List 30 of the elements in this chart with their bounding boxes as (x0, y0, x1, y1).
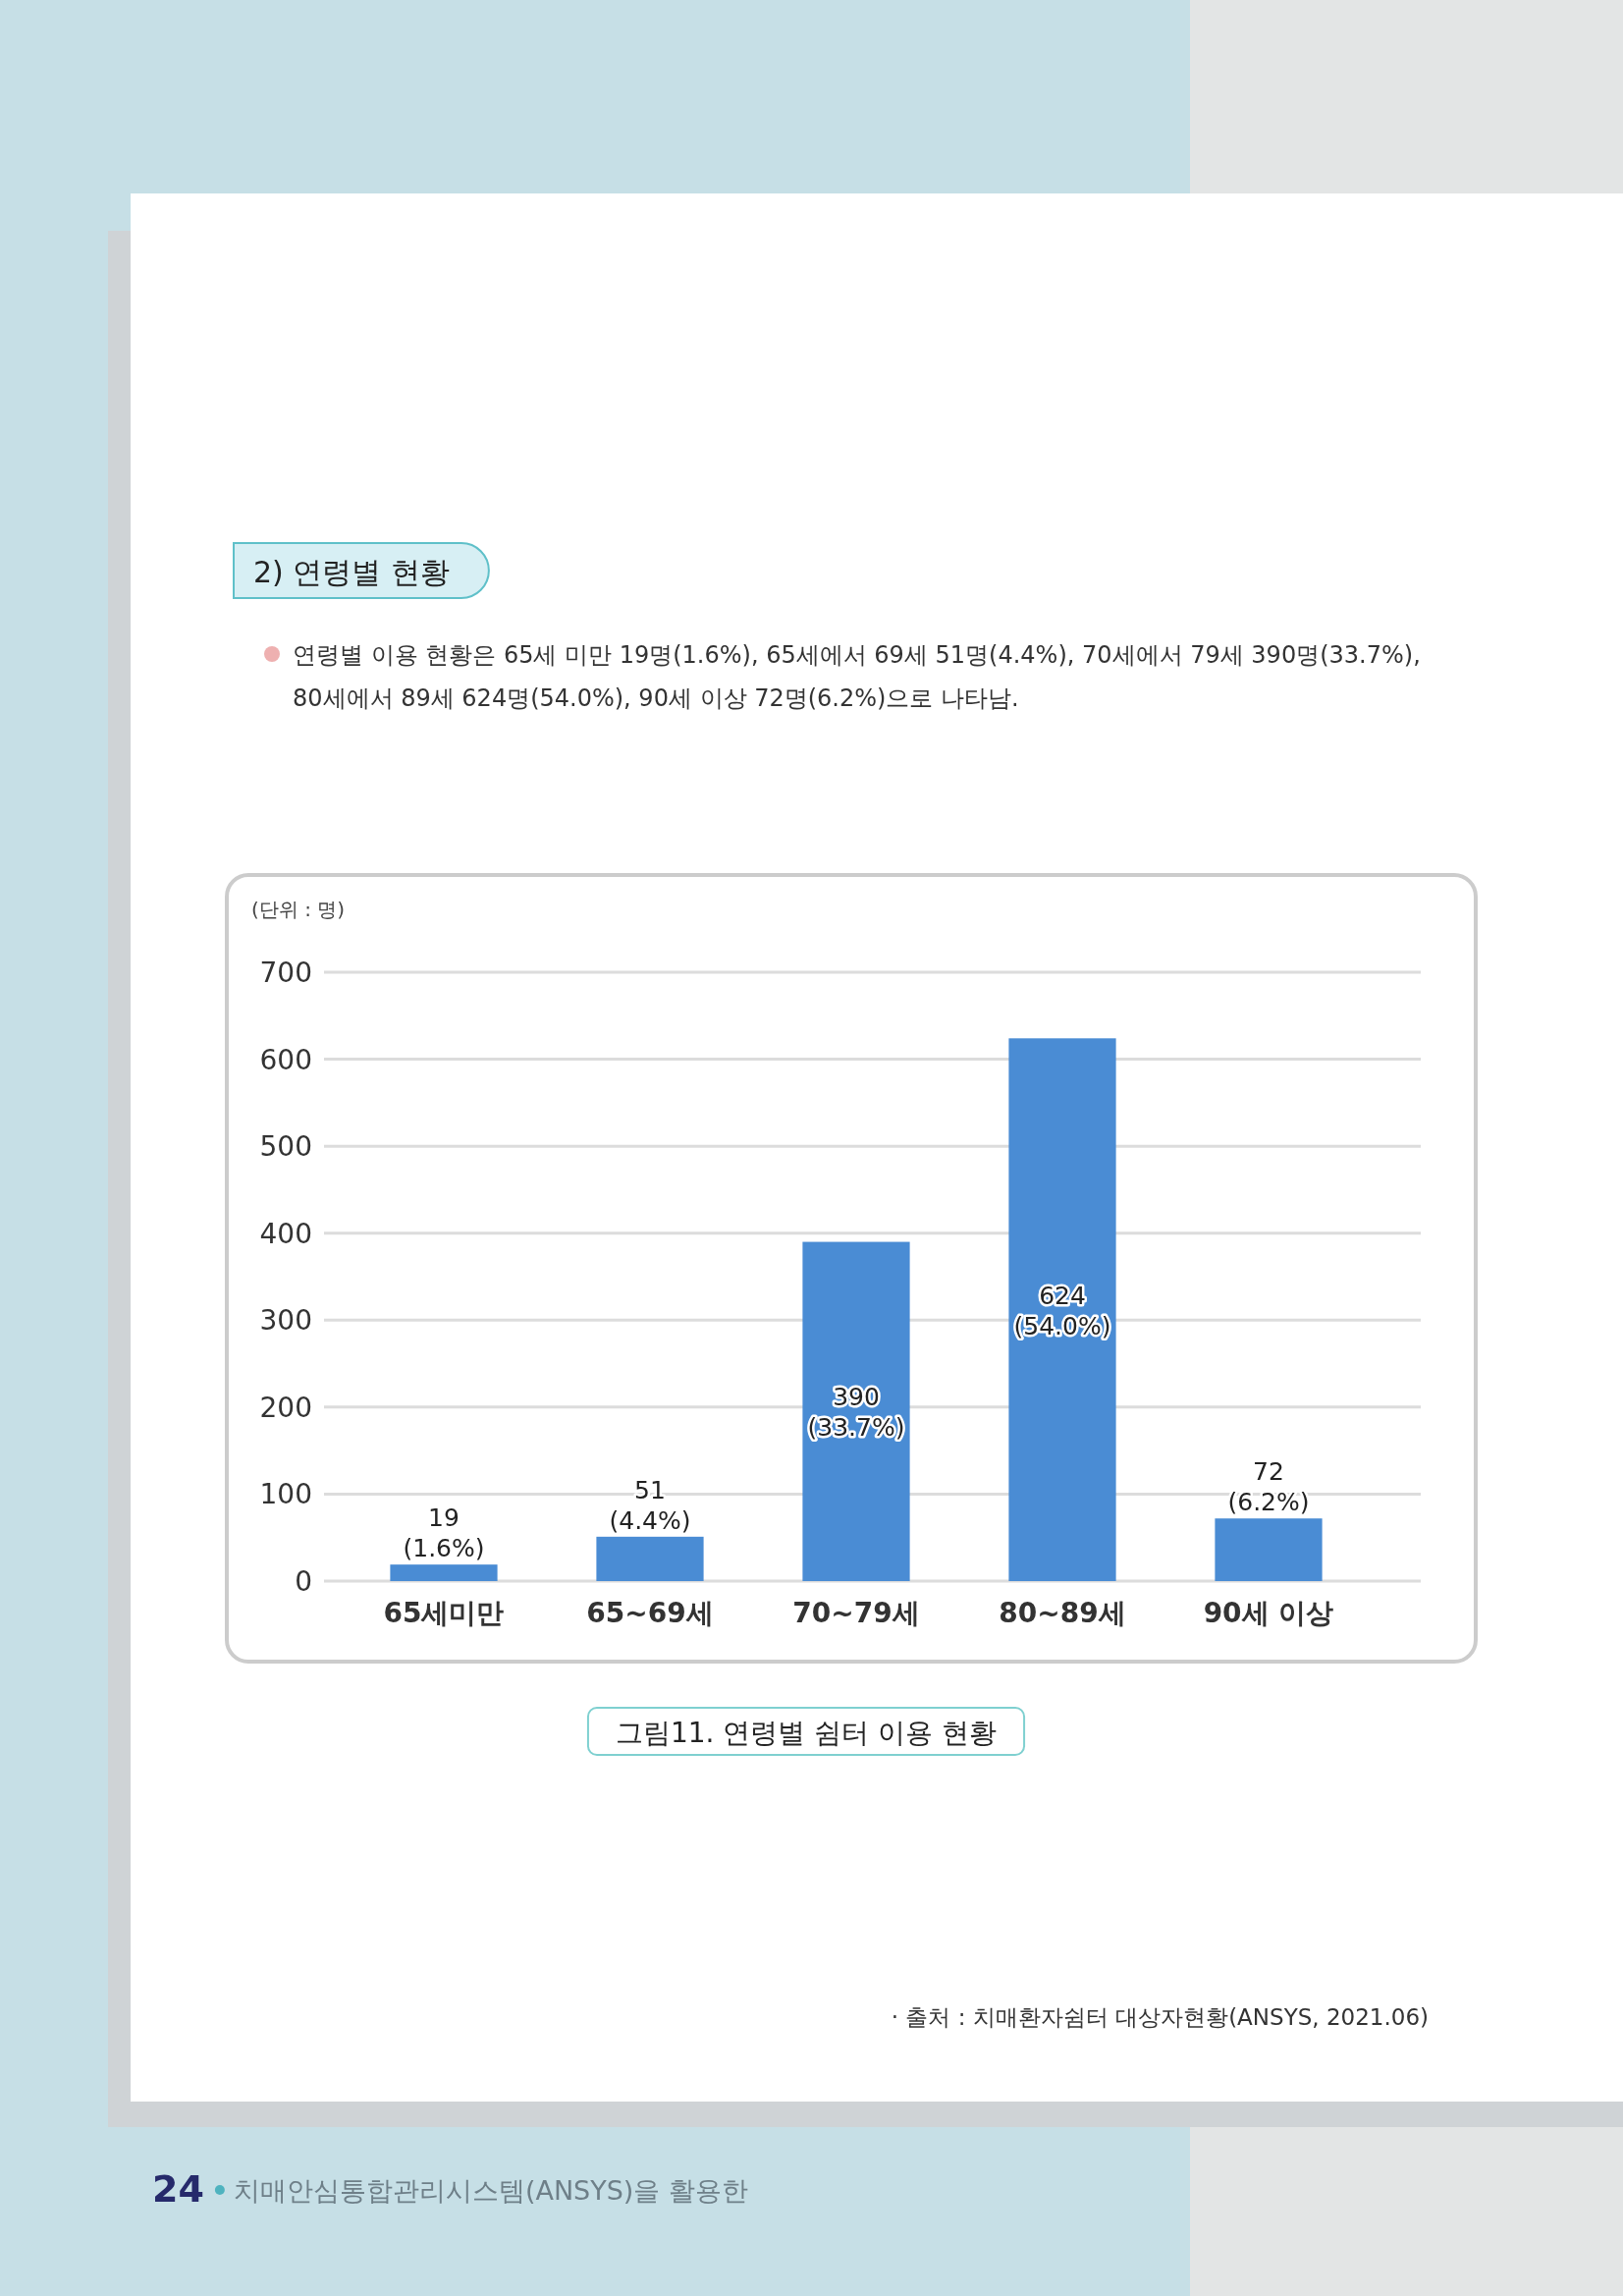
data-label: 624 (54.0%) (1013, 1281, 1111, 1340)
y-axis-title: (단위 : 명) (251, 898, 346, 921)
y-tick-label: 400 (259, 1217, 312, 1250)
text: 연령별 이용 현황은 65세 미만 19명(1.6%), 65세에서 69세 51명(4.4%), 70세에서 79세 390명(33.7%), 80세에서 89세 624명(54.0%), 90세 이상 72명(6.2%)으로 나타남. (293, 641, 1421, 712)
bar (390, 1564, 498, 1581)
x-tick-label: 65세미만 (383, 1597, 505, 1629)
y-tick-label: 700 (259, 957, 312, 989)
data-label: 72 (6.2%) (1227, 1457, 1310, 1517)
y-tick-label: 200 (259, 1391, 312, 1424)
figure-caption: 그림11. 연령별 쉼터 이용 현황 (586, 1707, 1026, 1756)
x-tick-label: 80~89세 (999, 1597, 1126, 1629)
bar (596, 1536, 704, 1581)
data-label: 390 (33.7%) (807, 1383, 905, 1443)
section-heading: 2) 연령별 현황 (233, 542, 490, 599)
x-tick-label: 90세 이상 (1203, 1597, 1334, 1629)
text: · 출처 : 치매환자쉼터 대상자현황(ANSYS, 2021.06) (891, 2004, 1429, 2030)
text: 치매안심통합관리시스템(ANSYS)을 활용한 (233, 2175, 748, 2206)
data-label: 19 (1.6%) (403, 1503, 485, 1563)
y-tick-label: 300 (259, 1304, 312, 1338)
x-tick-label: 65~69세 (586, 1597, 714, 1629)
bar (802, 1241, 910, 1581)
bar (1008, 1038, 1116, 1581)
x-tick-label: 70~79세 (792, 1597, 920, 1629)
y-tick-label: 500 (259, 1130, 312, 1164)
data-label: 51 (4.4%) (609, 1475, 691, 1535)
y-tick-label: 600 (259, 1043, 312, 1076)
bar (1215, 1518, 1323, 1581)
y-tick-label: 100 (259, 1478, 312, 1511)
y-tick-label: 0 (295, 1565, 312, 1598)
text: 24 (152, 2167, 204, 2211)
